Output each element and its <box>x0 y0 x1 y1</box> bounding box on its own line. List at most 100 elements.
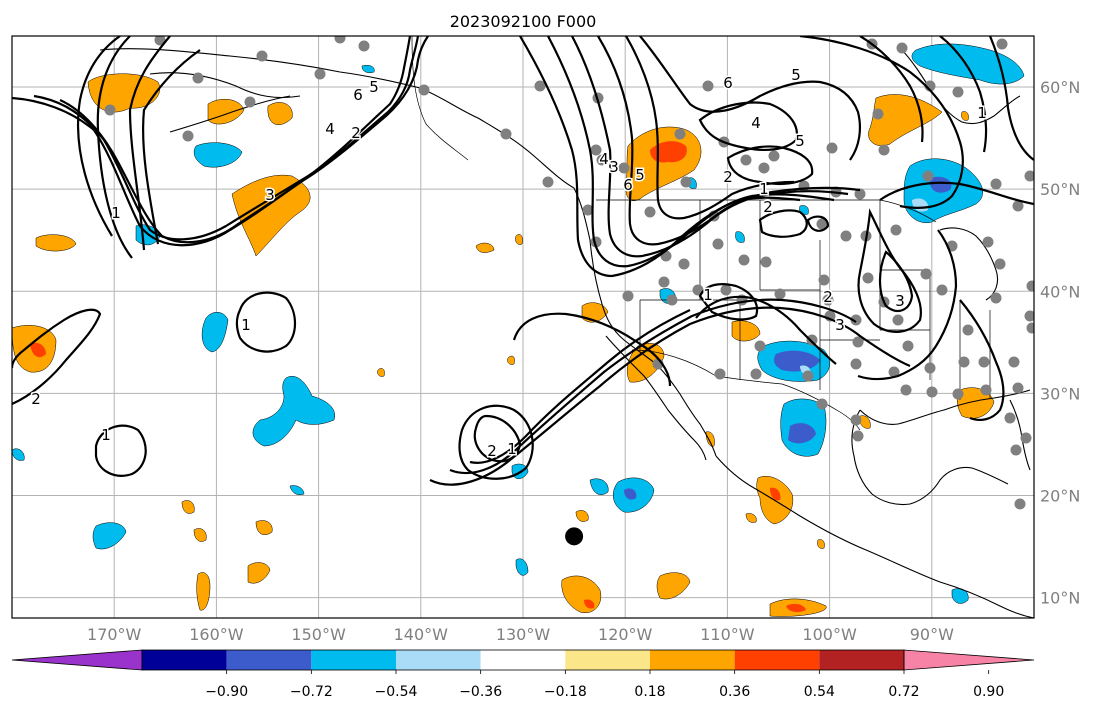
station-dot <box>878 144 890 156</box>
contour-label: 2 <box>823 288 833 306</box>
lon-axis-labels: 170°W 160°W 150°W 140°W 130°W 120°W 110°W 100°W… <box>87 625 954 644</box>
coastline-baja <box>605 335 707 461</box>
colorbar-tick-label: 0.54 <box>804 684 835 700</box>
contour-line <box>235 291 297 353</box>
shade-patch <box>745 513 757 523</box>
lon-tick-label: 110°W <box>700 625 755 644</box>
station-dot <box>962 324 974 336</box>
contour-label: 1 <box>111 204 121 222</box>
contour-line <box>469 309 691 464</box>
contour-label: 2 <box>723 168 733 186</box>
contour-line <box>859 36 924 143</box>
station-dot <box>674 128 686 140</box>
coastline-gulf <box>859 389 1031 425</box>
station-dot <box>890 224 902 236</box>
shade-core <box>30 342 46 358</box>
station-dot <box>358 40 370 52</box>
station-dot <box>922 170 934 182</box>
station-dot <box>418 84 430 96</box>
shade-patch <box>92 522 127 550</box>
station-dot <box>802 370 814 382</box>
station-dot <box>862 272 874 284</box>
station-dot <box>622 290 634 302</box>
shade-patch <box>196 572 211 611</box>
contour-label: 5 <box>369 78 379 96</box>
colorbar-tick-label: 0.18 <box>634 684 665 700</box>
shade-patch <box>201 312 229 353</box>
station-dot <box>850 358 862 370</box>
station-dot <box>980 384 992 396</box>
lon-tick-label: 120°W <box>598 625 653 644</box>
station-dot <box>760 256 772 268</box>
contour-label: 6 <box>623 176 633 194</box>
contour-line <box>141 49 201 245</box>
contour-line <box>512 312 672 387</box>
station-dot <box>712 238 724 250</box>
shade-core <box>788 423 816 444</box>
contour-label: 2 <box>487 442 497 460</box>
station-dot <box>1026 322 1034 334</box>
gridlines <box>12 36 1034 618</box>
contour-line <box>59 36 412 244</box>
contour-line <box>458 404 534 480</box>
station-dot <box>896 42 908 54</box>
lat-tick-label: 20°N <box>1040 486 1080 505</box>
contour-label: 1 <box>101 426 111 444</box>
coastlines <box>99 47 1034 618</box>
shade-patch <box>961 111 969 121</box>
colorbar-segment <box>226 650 312 670</box>
shade-patch <box>231 174 311 257</box>
station-dot <box>768 150 780 162</box>
station-dot <box>590 144 602 156</box>
colorbar-segment <box>396 650 481 670</box>
contour-label: 1 <box>759 180 769 198</box>
station-dot <box>596 154 608 166</box>
shade-patch <box>207 98 245 125</box>
shade-patch <box>12 448 25 461</box>
station-dot <box>958 356 970 368</box>
contour-line <box>571 36 849 258</box>
colorbar-segment <box>311 650 396 670</box>
shade-core <box>929 176 952 193</box>
shade-patch <box>475 242 495 253</box>
colorbar-outline <box>141 649 905 671</box>
shade-core <box>624 488 637 500</box>
colorbar-tick-label: −0.36 <box>459 684 502 700</box>
coastline-alaska-south <box>149 72 301 99</box>
station-dot <box>750 368 762 380</box>
contour-label: 4 <box>599 150 609 168</box>
station-dot <box>182 130 194 142</box>
colorbar-extend-low <box>11 649 143 671</box>
colorbar-segment <box>819 650 904 670</box>
station-dot <box>702 80 714 92</box>
shade-patch <box>817 539 825 549</box>
lon-tick-label: 130°W <box>496 625 551 644</box>
coastline-aleutians <box>169 95 291 133</box>
colorbar-segment <box>565 650 650 670</box>
station-dot <box>854 188 866 200</box>
station-dot <box>902 340 914 352</box>
contour-line <box>806 215 830 232</box>
contour-line <box>878 250 914 313</box>
contour-line <box>857 229 958 381</box>
colorbar-tick-label: 0.72 <box>888 684 919 700</box>
coastline-alaska <box>99 48 575 189</box>
contour-label: 3 <box>895 292 905 310</box>
contour-line <box>698 283 759 321</box>
contour-line <box>625 36 795 220</box>
shade-patch <box>731 320 761 342</box>
station-dot <box>816 218 828 230</box>
shade-patch <box>35 234 77 252</box>
contour-line <box>698 101 798 151</box>
contour-line <box>959 299 1005 421</box>
contour-line <box>758 209 808 238</box>
station-dot <box>658 276 670 288</box>
colorbar-segment <box>734 650 820 670</box>
contour-label: 1 <box>507 440 517 458</box>
lat-tick-label: 60°N <box>1040 78 1080 97</box>
shade-patch <box>361 65 375 73</box>
station-dot <box>740 154 752 166</box>
contour-line <box>449 298 857 474</box>
